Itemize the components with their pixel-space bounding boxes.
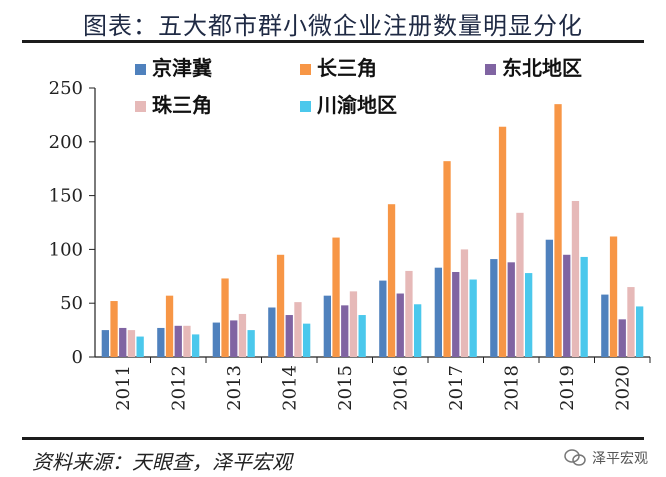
bar xyxy=(516,212,524,357)
bar xyxy=(212,322,220,357)
bar xyxy=(379,280,387,357)
bar xyxy=(101,330,109,357)
x-tick-label: 2015 xyxy=(335,365,356,411)
y-tick-label: 50 xyxy=(60,293,83,314)
x-tick-label: 2020 xyxy=(612,365,633,411)
bar xyxy=(563,254,571,357)
source-note: 资料来源：天眼查，泽平宏观 xyxy=(32,450,292,474)
y-tick-label: 200 xyxy=(49,132,83,153)
bar xyxy=(221,278,229,357)
bar xyxy=(303,323,311,357)
bar xyxy=(490,259,498,357)
bar xyxy=(276,254,285,357)
x-tick-label: 2016 xyxy=(390,365,411,411)
bar xyxy=(618,319,626,357)
y-tick-label: 250 xyxy=(49,78,83,99)
legend-swatch xyxy=(135,64,146,75)
bar xyxy=(127,330,136,357)
bar xyxy=(387,204,396,357)
y-tick-label: 100 xyxy=(49,239,83,260)
bar xyxy=(119,327,127,357)
x-tick-label: 2014 xyxy=(279,365,300,411)
x-tick-label: 2013 xyxy=(224,365,245,411)
bar xyxy=(136,336,144,357)
bar xyxy=(469,279,477,357)
bar xyxy=(238,313,247,357)
bar xyxy=(571,200,580,357)
bar xyxy=(230,320,238,357)
bottom-rule xyxy=(22,437,644,440)
bar xyxy=(554,104,562,357)
watermark-text: 泽平宏观 xyxy=(592,451,648,467)
bar xyxy=(452,271,460,357)
legend-swatch xyxy=(485,64,496,75)
bar xyxy=(580,256,588,357)
legend-label: 京津冀 xyxy=(152,56,212,80)
bar xyxy=(332,237,340,357)
x-tick-label: 2012 xyxy=(168,365,189,411)
legend-label: 川渝地区 xyxy=(316,93,397,117)
y-tick-label: 150 xyxy=(49,186,83,207)
bar xyxy=(443,161,451,357)
bar xyxy=(627,287,635,357)
bar xyxy=(525,273,533,357)
bar xyxy=(434,267,442,357)
bar xyxy=(414,304,422,357)
x-tick-label: 2011 xyxy=(113,365,134,411)
legend-swatch xyxy=(135,101,146,112)
legend-label: 珠三角 xyxy=(152,93,212,117)
bar xyxy=(507,262,515,357)
x-tick-label: 2019 xyxy=(557,365,578,411)
legend-label: 长三角 xyxy=(317,56,377,80)
legend-label: 东北地区 xyxy=(502,56,582,80)
bar xyxy=(294,302,302,357)
x-tick-label: 2018 xyxy=(501,365,522,411)
top-rule xyxy=(22,40,644,43)
bar xyxy=(636,306,644,357)
legend-swatch xyxy=(300,101,311,112)
y-tick-label: 0 xyxy=(72,347,83,368)
bar xyxy=(192,334,200,357)
bar xyxy=(396,293,404,357)
bar xyxy=(174,325,182,357)
bar xyxy=(609,236,618,357)
bar-chart: 0 50 100 150 200 250 2011 2012 2013 2014 2015 2016 2… xyxy=(49,56,651,411)
legend-swatch xyxy=(300,64,311,75)
watermark: 泽平宏观 xyxy=(564,448,648,468)
bar xyxy=(183,325,191,357)
bar xyxy=(545,239,553,357)
bar xyxy=(601,294,609,357)
wechat-icon xyxy=(564,449,586,466)
bar xyxy=(358,315,366,357)
chart-bars xyxy=(101,104,644,358)
chart-title: 图表：五大都市群小微企业注册数量明显分化 xyxy=(83,12,583,40)
bar xyxy=(405,270,413,357)
bar xyxy=(157,327,165,357)
bar xyxy=(285,315,293,357)
bar xyxy=(323,295,331,357)
bar xyxy=(165,295,174,357)
bar xyxy=(247,330,255,357)
bar xyxy=(460,249,469,357)
bar xyxy=(498,126,507,358)
bar xyxy=(268,307,276,357)
x-tick-label: 2017 xyxy=(446,365,467,411)
bar xyxy=(349,291,358,357)
bar xyxy=(110,301,118,357)
bar xyxy=(341,305,349,357)
